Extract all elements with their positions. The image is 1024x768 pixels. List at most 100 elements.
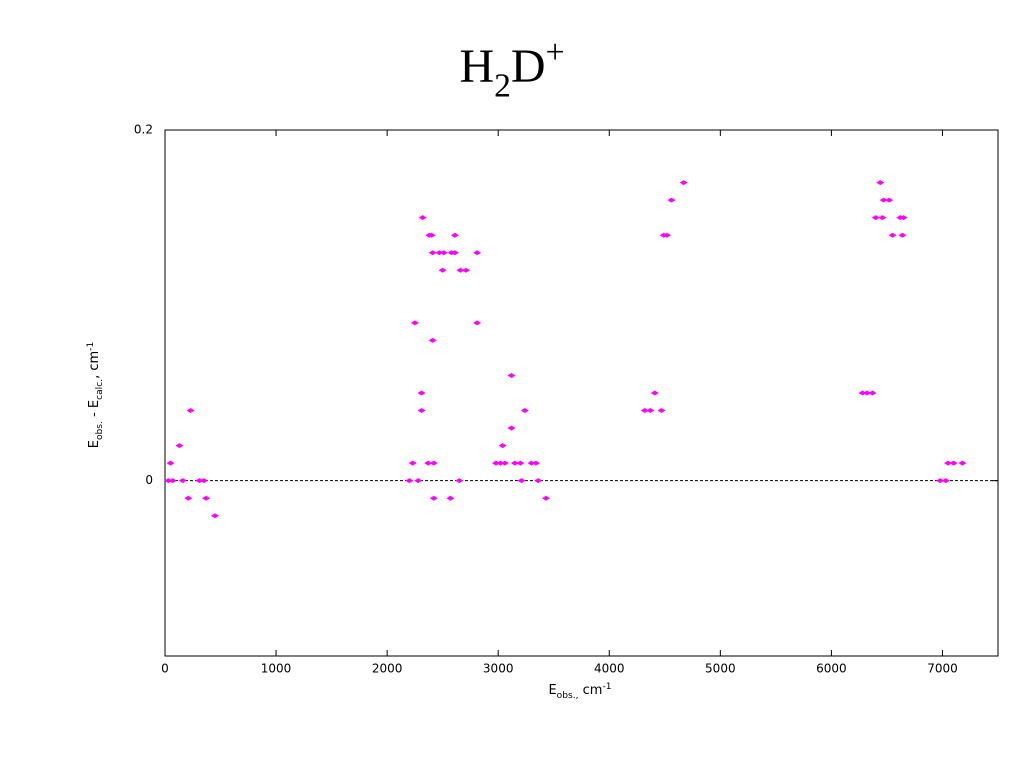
data-point	[640, 408, 649, 414]
data-point	[417, 390, 426, 396]
data-point	[435, 250, 444, 256]
data-point	[944, 460, 953, 466]
y-axis-label: Eobs. - Ecalc., cm-1	[86, 342, 105, 449]
data-point	[517, 478, 526, 484]
y-axis-label-part: E	[87, 440, 102, 448]
data-point	[898, 232, 907, 238]
data-point	[879, 197, 888, 203]
chart-title-part: 2	[494, 67, 511, 104]
data-point	[871, 215, 880, 221]
x-tick-label: 5000	[705, 662, 736, 676]
data-point	[507, 425, 516, 431]
data-point	[405, 478, 414, 484]
data-point	[195, 478, 204, 484]
data-point	[429, 495, 438, 501]
data-point	[473, 250, 482, 256]
chart-title-part: +	[546, 34, 565, 71]
y-axis-label-part: -1	[86, 342, 96, 351]
x-tick-label: 3000	[483, 662, 514, 676]
data-point	[858, 390, 867, 396]
data-point	[455, 478, 464, 484]
data-point	[210, 513, 219, 519]
data-point	[414, 478, 423, 484]
data-point	[424, 460, 433, 466]
x-tick-label: 7000	[927, 662, 958, 676]
data-point	[410, 320, 419, 326]
y-axis-label-part: calc.	[95, 379, 105, 400]
data-point	[531, 460, 540, 466]
data-point	[941, 478, 950, 484]
data-point	[657, 408, 666, 414]
data-point	[450, 232, 459, 238]
chart-title-part: D	[511, 40, 546, 93]
data-point	[166, 460, 175, 466]
data-point	[428, 337, 437, 343]
data-point	[427, 232, 436, 238]
y-axis-label-part: , cm	[87, 351, 102, 379]
data-point	[438, 267, 447, 273]
y-axis-label-part: - E	[87, 400, 102, 421]
y-tick-label: 0	[145, 473, 153, 487]
x-tick-label: 4000	[594, 662, 625, 676]
data-point	[646, 408, 655, 414]
x-axis-label: Eobs., cm-1	[548, 682, 611, 701]
data-point	[527, 460, 536, 466]
data-point	[461, 267, 470, 273]
data-point	[949, 460, 958, 466]
data-point	[958, 460, 967, 466]
data-point	[936, 478, 945, 484]
x-tick-label: 0	[161, 662, 169, 676]
data-point	[663, 232, 672, 238]
data-point	[417, 408, 426, 414]
data-point	[507, 372, 516, 378]
data-point	[202, 495, 211, 501]
x-axis-label-part: obs.,	[557, 691, 579, 701]
data-point	[888, 232, 897, 238]
data-point	[667, 197, 676, 203]
data-point	[534, 478, 543, 484]
x-axis-label-part: E	[548, 683, 556, 698]
y-tick-label: 0.2	[134, 123, 153, 137]
data-point	[178, 478, 187, 484]
data-point	[418, 215, 427, 221]
data-point	[878, 215, 887, 221]
chart-title: H2D+	[459, 34, 564, 105]
data-point	[868, 390, 877, 396]
y-axis-label-part: obs.	[95, 421, 105, 440]
data-point	[876, 180, 885, 186]
data-point	[541, 495, 550, 501]
data-point	[516, 460, 525, 466]
data-point	[500, 460, 509, 466]
data-point	[510, 460, 519, 466]
data-point	[450, 250, 459, 256]
data-point	[199, 478, 208, 484]
data-point	[498, 443, 507, 449]
data-point	[473, 320, 482, 326]
data-point	[446, 495, 455, 501]
data-point	[650, 390, 659, 396]
x-tick-label: 6000	[816, 662, 847, 676]
data-point	[429, 460, 438, 466]
plot-frame	[164, 129, 999, 657]
x-axis-label-part: cm	[579, 683, 603, 698]
data-point	[520, 408, 529, 414]
x-axis-label-part: -1	[602, 682, 611, 692]
data-point	[408, 460, 417, 466]
data-point	[428, 250, 437, 256]
data-point	[679, 180, 688, 186]
x-tick-label: 1000	[261, 662, 292, 676]
data-point	[899, 215, 908, 221]
data-point	[491, 460, 500, 466]
data-point	[175, 443, 184, 449]
data-point	[862, 390, 871, 396]
data-point	[439, 250, 448, 256]
data-point	[164, 478, 173, 484]
chart-title-part: H	[459, 40, 494, 93]
x-tick-label: 2000	[372, 662, 403, 676]
data-point	[168, 478, 177, 484]
data-point	[184, 495, 193, 501]
data-point	[456, 267, 465, 273]
data-point	[885, 197, 894, 203]
data-point	[186, 408, 195, 414]
